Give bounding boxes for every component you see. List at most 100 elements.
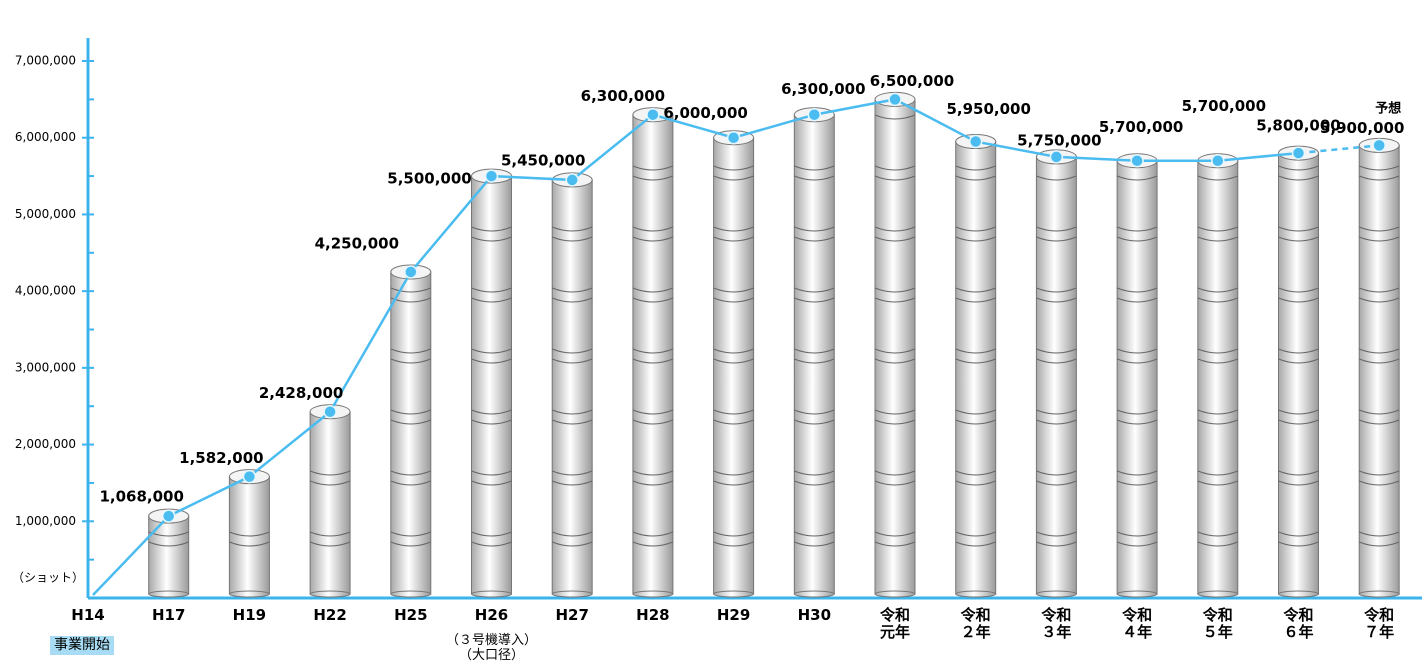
cylinder-ring bbox=[1359, 470, 1400, 476]
line-point bbox=[726, 130, 741, 145]
cylinder-ring bbox=[955, 175, 996, 181]
x-tick-label: 令和 ２年 bbox=[960, 606, 991, 641]
cylinder-ring bbox=[1278, 480, 1319, 486]
cylinder-ring bbox=[1036, 531, 1077, 537]
cylinder-ring bbox=[1278, 297, 1319, 303]
y-tick-label: 4,000,000 bbox=[15, 284, 76, 298]
cylinder-ring bbox=[309, 541, 351, 547]
line-point bbox=[484, 169, 499, 183]
cylinder-ring bbox=[552, 419, 593, 425]
cylinder-ring bbox=[1116, 287, 1158, 293]
cylinder-ring bbox=[1197, 541, 1238, 547]
data-label: 5,700,000 bbox=[1182, 97, 1266, 115]
data-label: 4,250,000 bbox=[315, 234, 399, 252]
cylinder-ring bbox=[955, 480, 996, 486]
cylinder-ring bbox=[874, 114, 916, 120]
x-tick-label: 令和 ５年 bbox=[1202, 606, 1233, 641]
cylinder-ring bbox=[794, 541, 835, 547]
cylinder-ring bbox=[1359, 236, 1400, 242]
cylinder-ring bbox=[874, 409, 916, 415]
bar-bottom bbox=[471, 590, 512, 598]
cylinder-ring bbox=[1116, 480, 1158, 486]
cylinder-ring bbox=[794, 287, 835, 293]
bar-bottom bbox=[1278, 590, 1319, 598]
cylinder-ring bbox=[955, 287, 996, 293]
cylinder-ring bbox=[471, 541, 512, 547]
cylinder-ring bbox=[1197, 226, 1238, 232]
x-tick-label: 令和 ４年 bbox=[1122, 606, 1153, 641]
x-tick-label: H19 bbox=[232, 606, 267, 624]
cylinder-ring bbox=[955, 541, 996, 547]
cylinder-ring bbox=[1278, 470, 1319, 476]
data-label: 6,300,000 bbox=[781, 80, 865, 98]
cylinder-ring bbox=[1278, 358, 1319, 364]
cylinder-ring bbox=[1197, 358, 1238, 364]
y-tick-label: 6,000,000 bbox=[15, 130, 76, 144]
cylinder-ring bbox=[794, 470, 835, 476]
cylinder-ring bbox=[390, 531, 431, 537]
cylinder-ring bbox=[471, 236, 512, 242]
cylinder-ring bbox=[1036, 470, 1077, 476]
line-point bbox=[1372, 138, 1386, 153]
bar-bottom bbox=[1197, 590, 1239, 598]
cylinder-ring bbox=[1116, 226, 1158, 232]
line-point bbox=[242, 469, 257, 484]
x-tick-label: H28 bbox=[636, 606, 670, 624]
forecast-segment bbox=[1298, 144, 1380, 155]
cylinder-ring bbox=[1278, 531, 1319, 537]
bar bbox=[1035, 156, 1077, 595]
cylinder-ring bbox=[148, 541, 189, 547]
cylinder-ring bbox=[1359, 409, 1400, 415]
bar bbox=[471, 175, 512, 595]
bar bbox=[1358, 144, 1400, 595]
y-tick-label: 3,000,000 bbox=[15, 360, 76, 374]
line-point bbox=[807, 107, 822, 122]
cylinder-ring bbox=[1116, 409, 1158, 415]
cylinder-ring bbox=[713, 236, 754, 242]
cylinder-ring bbox=[955, 409, 996, 415]
cylinder-ring bbox=[713, 287, 754, 293]
cylinder-ring bbox=[471, 419, 512, 425]
cylinder-ring bbox=[390, 409, 431, 415]
cylinder-ring bbox=[632, 531, 674, 537]
cylinder-ring bbox=[1278, 541, 1319, 547]
cylinder-ring bbox=[471, 470, 512, 476]
cylinder-ring bbox=[1359, 175, 1400, 181]
cylinder-ring bbox=[632, 287, 674, 293]
cylinder-ring bbox=[390, 470, 431, 476]
cylinder-ring bbox=[1278, 419, 1319, 425]
cylinder-ring bbox=[632, 297, 674, 303]
cylinder-ring bbox=[471, 531, 512, 537]
cylinder-ring bbox=[632, 470, 674, 476]
cylinder-ring bbox=[309, 480, 351, 486]
cylinder-ring bbox=[390, 480, 431, 486]
cylinder-ring bbox=[1278, 165, 1319, 171]
cylinder-ring bbox=[713, 409, 754, 415]
cylinder-ring bbox=[471, 287, 512, 293]
bar-bottom bbox=[632, 590, 674, 598]
bar-bottom bbox=[1116, 590, 1158, 598]
bar-bottom bbox=[309, 590, 351, 598]
bar-bottom bbox=[874, 590, 916, 598]
bar bbox=[713, 137, 755, 595]
cylinder-ring bbox=[955, 358, 996, 364]
line-point bbox=[968, 134, 983, 149]
cylinder-ring bbox=[1036, 226, 1077, 232]
cylinder-ring bbox=[1116, 297, 1158, 303]
cylinder-ring bbox=[1278, 175, 1319, 181]
bar bbox=[551, 179, 593, 595]
bar-bottom bbox=[551, 590, 593, 598]
x-tick-label: 令和 ７年 bbox=[1364, 606, 1395, 641]
cylinder-ring bbox=[632, 348, 674, 354]
cylinder-ring bbox=[309, 470, 351, 476]
line-point bbox=[1130, 153, 1144, 168]
data-label: 2,428,000 bbox=[259, 384, 343, 402]
x-tick-label: 令和 ３年 bbox=[1041, 606, 1072, 641]
cylinder-ring bbox=[552, 470, 593, 476]
cylinder-ring bbox=[1036, 419, 1077, 425]
cylinder-ring bbox=[552, 531, 593, 537]
category-note: 事業開始 bbox=[50, 636, 114, 655]
bar-bottom bbox=[1035, 590, 1077, 598]
cylinder-ring bbox=[955, 470, 996, 476]
